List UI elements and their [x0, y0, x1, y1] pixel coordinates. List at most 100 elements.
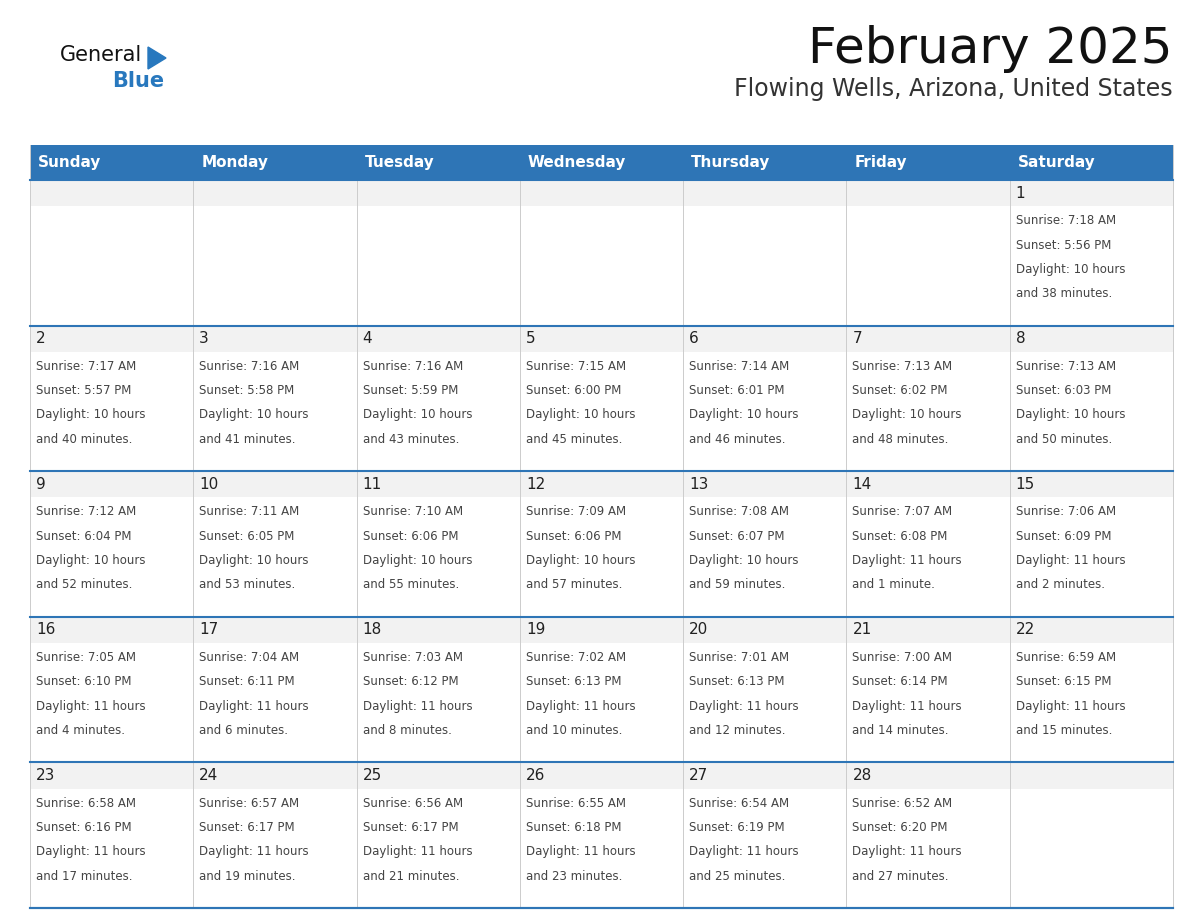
- Text: 27: 27: [689, 768, 708, 783]
- Text: Sunset: 6:07 PM: Sunset: 6:07 PM: [689, 530, 784, 543]
- Bar: [1010, 617, 1173, 643]
- Text: Sunset: 5:58 PM: Sunset: 5:58 PM: [200, 384, 295, 397]
- Text: Daylight: 10 hours: Daylight: 10 hours: [1016, 263, 1125, 275]
- Bar: [683, 789, 846, 908]
- Text: 3: 3: [200, 331, 209, 346]
- Text: and 41 minutes.: and 41 minutes.: [200, 432, 296, 446]
- Text: February 2025: February 2025: [809, 25, 1173, 73]
- Text: 1: 1: [1016, 185, 1025, 201]
- Text: and 48 minutes.: and 48 minutes.: [853, 432, 949, 446]
- Text: Sunset: 6:15 PM: Sunset: 6:15 PM: [1016, 676, 1111, 688]
- Text: Sunset: 6:11 PM: Sunset: 6:11 PM: [200, 676, 295, 688]
- Text: and 46 minutes.: and 46 minutes.: [689, 432, 785, 446]
- Text: Sunrise: 6:55 AM: Sunrise: 6:55 AM: [526, 797, 626, 810]
- Text: and 50 minutes.: and 50 minutes.: [1016, 432, 1112, 446]
- Text: and 38 minutes.: and 38 minutes.: [1016, 287, 1112, 300]
- Text: Daylight: 11 hours: Daylight: 11 hours: [200, 700, 309, 712]
- Text: 20: 20: [689, 622, 708, 637]
- Text: Daylight: 10 hours: Daylight: 10 hours: [526, 554, 636, 567]
- Bar: [30, 352, 194, 471]
- Text: 19: 19: [526, 622, 545, 637]
- Bar: [1010, 326, 1173, 352]
- Text: 23: 23: [36, 768, 56, 783]
- Text: Wednesday: Wednesday: [527, 155, 626, 170]
- Text: and 14 minutes.: and 14 minutes.: [853, 724, 949, 737]
- Bar: [846, 763, 1010, 789]
- Bar: [1010, 789, 1173, 908]
- Text: 2: 2: [36, 331, 45, 346]
- Text: Sunrise: 7:17 AM: Sunrise: 7:17 AM: [36, 360, 137, 373]
- Bar: [1010, 763, 1173, 789]
- Bar: [520, 763, 683, 789]
- Bar: [846, 789, 1010, 908]
- Bar: [683, 498, 846, 617]
- Text: Sunset: 6:01 PM: Sunset: 6:01 PM: [689, 384, 784, 397]
- Text: Daylight: 11 hours: Daylight: 11 hours: [689, 845, 798, 858]
- Text: Blue: Blue: [112, 71, 164, 91]
- Text: Sunset: 5:59 PM: Sunset: 5:59 PM: [362, 384, 457, 397]
- Text: Sunrise: 7:04 AM: Sunrise: 7:04 AM: [200, 651, 299, 664]
- Text: Sunrise: 7:05 AM: Sunrise: 7:05 AM: [36, 651, 135, 664]
- Text: 6: 6: [689, 331, 699, 346]
- Text: 24: 24: [200, 768, 219, 783]
- Text: Sunrise: 7:03 AM: Sunrise: 7:03 AM: [362, 651, 462, 664]
- Text: Sunset: 6:05 PM: Sunset: 6:05 PM: [200, 530, 295, 543]
- Text: Sunrise: 7:09 AM: Sunrise: 7:09 AM: [526, 506, 626, 519]
- Text: 26: 26: [526, 768, 545, 783]
- Text: Flowing Wells, Arizona, United States: Flowing Wells, Arizona, United States: [734, 77, 1173, 101]
- Bar: [1010, 352, 1173, 471]
- Text: and 55 minutes.: and 55 minutes.: [362, 578, 459, 591]
- Text: Sunrise: 6:59 AM: Sunrise: 6:59 AM: [1016, 651, 1116, 664]
- Text: Sunset: 6:09 PM: Sunset: 6:09 PM: [1016, 530, 1111, 543]
- Text: Sunrise: 7:01 AM: Sunrise: 7:01 AM: [689, 651, 789, 664]
- Text: Daylight: 11 hours: Daylight: 11 hours: [853, 700, 962, 712]
- Bar: [194, 643, 356, 763]
- Bar: [520, 326, 683, 352]
- Text: Saturday: Saturday: [1018, 155, 1095, 170]
- Bar: [194, 789, 356, 908]
- Bar: [356, 352, 520, 471]
- Text: 16: 16: [36, 622, 56, 637]
- Text: 14: 14: [853, 476, 872, 492]
- Text: and 17 minutes.: and 17 minutes.: [36, 869, 133, 882]
- Text: Sunset: 6:06 PM: Sunset: 6:06 PM: [362, 530, 459, 543]
- Bar: [683, 207, 846, 326]
- Bar: [194, 471, 356, 498]
- Bar: [520, 207, 683, 326]
- Bar: [356, 617, 520, 643]
- Text: 25: 25: [362, 768, 381, 783]
- Bar: [194, 180, 356, 207]
- Text: Daylight: 11 hours: Daylight: 11 hours: [1016, 700, 1125, 712]
- Bar: [356, 789, 520, 908]
- Bar: [683, 643, 846, 763]
- Text: 21: 21: [853, 622, 872, 637]
- Text: Sunrise: 7:14 AM: Sunrise: 7:14 AM: [689, 360, 789, 373]
- Text: Daylight: 10 hours: Daylight: 10 hours: [200, 409, 309, 421]
- Text: Sunset: 6:20 PM: Sunset: 6:20 PM: [853, 821, 948, 834]
- Text: Sunrise: 7:11 AM: Sunrise: 7:11 AM: [200, 506, 299, 519]
- Text: 15: 15: [1016, 476, 1035, 492]
- Text: 4: 4: [362, 331, 372, 346]
- Bar: [683, 471, 846, 498]
- Bar: [194, 617, 356, 643]
- Text: Daylight: 10 hours: Daylight: 10 hours: [36, 554, 145, 567]
- Text: Sunset: 6:06 PM: Sunset: 6:06 PM: [526, 530, 621, 543]
- Text: and 59 minutes.: and 59 minutes.: [689, 578, 785, 591]
- Bar: [520, 498, 683, 617]
- Text: Daylight: 10 hours: Daylight: 10 hours: [200, 554, 309, 567]
- Bar: [1010, 180, 1173, 207]
- Bar: [356, 326, 520, 352]
- Text: Sunset: 6:12 PM: Sunset: 6:12 PM: [362, 676, 459, 688]
- Text: Sunset: 6:13 PM: Sunset: 6:13 PM: [689, 676, 784, 688]
- Text: Sunset: 6:04 PM: Sunset: 6:04 PM: [36, 530, 132, 543]
- Bar: [30, 326, 194, 352]
- Bar: [846, 617, 1010, 643]
- Text: Sunrise: 7:06 AM: Sunrise: 7:06 AM: [1016, 506, 1116, 519]
- Text: Sunset: 6:08 PM: Sunset: 6:08 PM: [853, 530, 948, 543]
- Text: Sunday: Sunday: [38, 155, 101, 170]
- Text: Sunset: 5:57 PM: Sunset: 5:57 PM: [36, 384, 132, 397]
- Bar: [520, 471, 683, 498]
- Text: Daylight: 11 hours: Daylight: 11 hours: [36, 700, 146, 712]
- Text: Daylight: 11 hours: Daylight: 11 hours: [853, 845, 962, 858]
- Text: and 19 minutes.: and 19 minutes.: [200, 869, 296, 882]
